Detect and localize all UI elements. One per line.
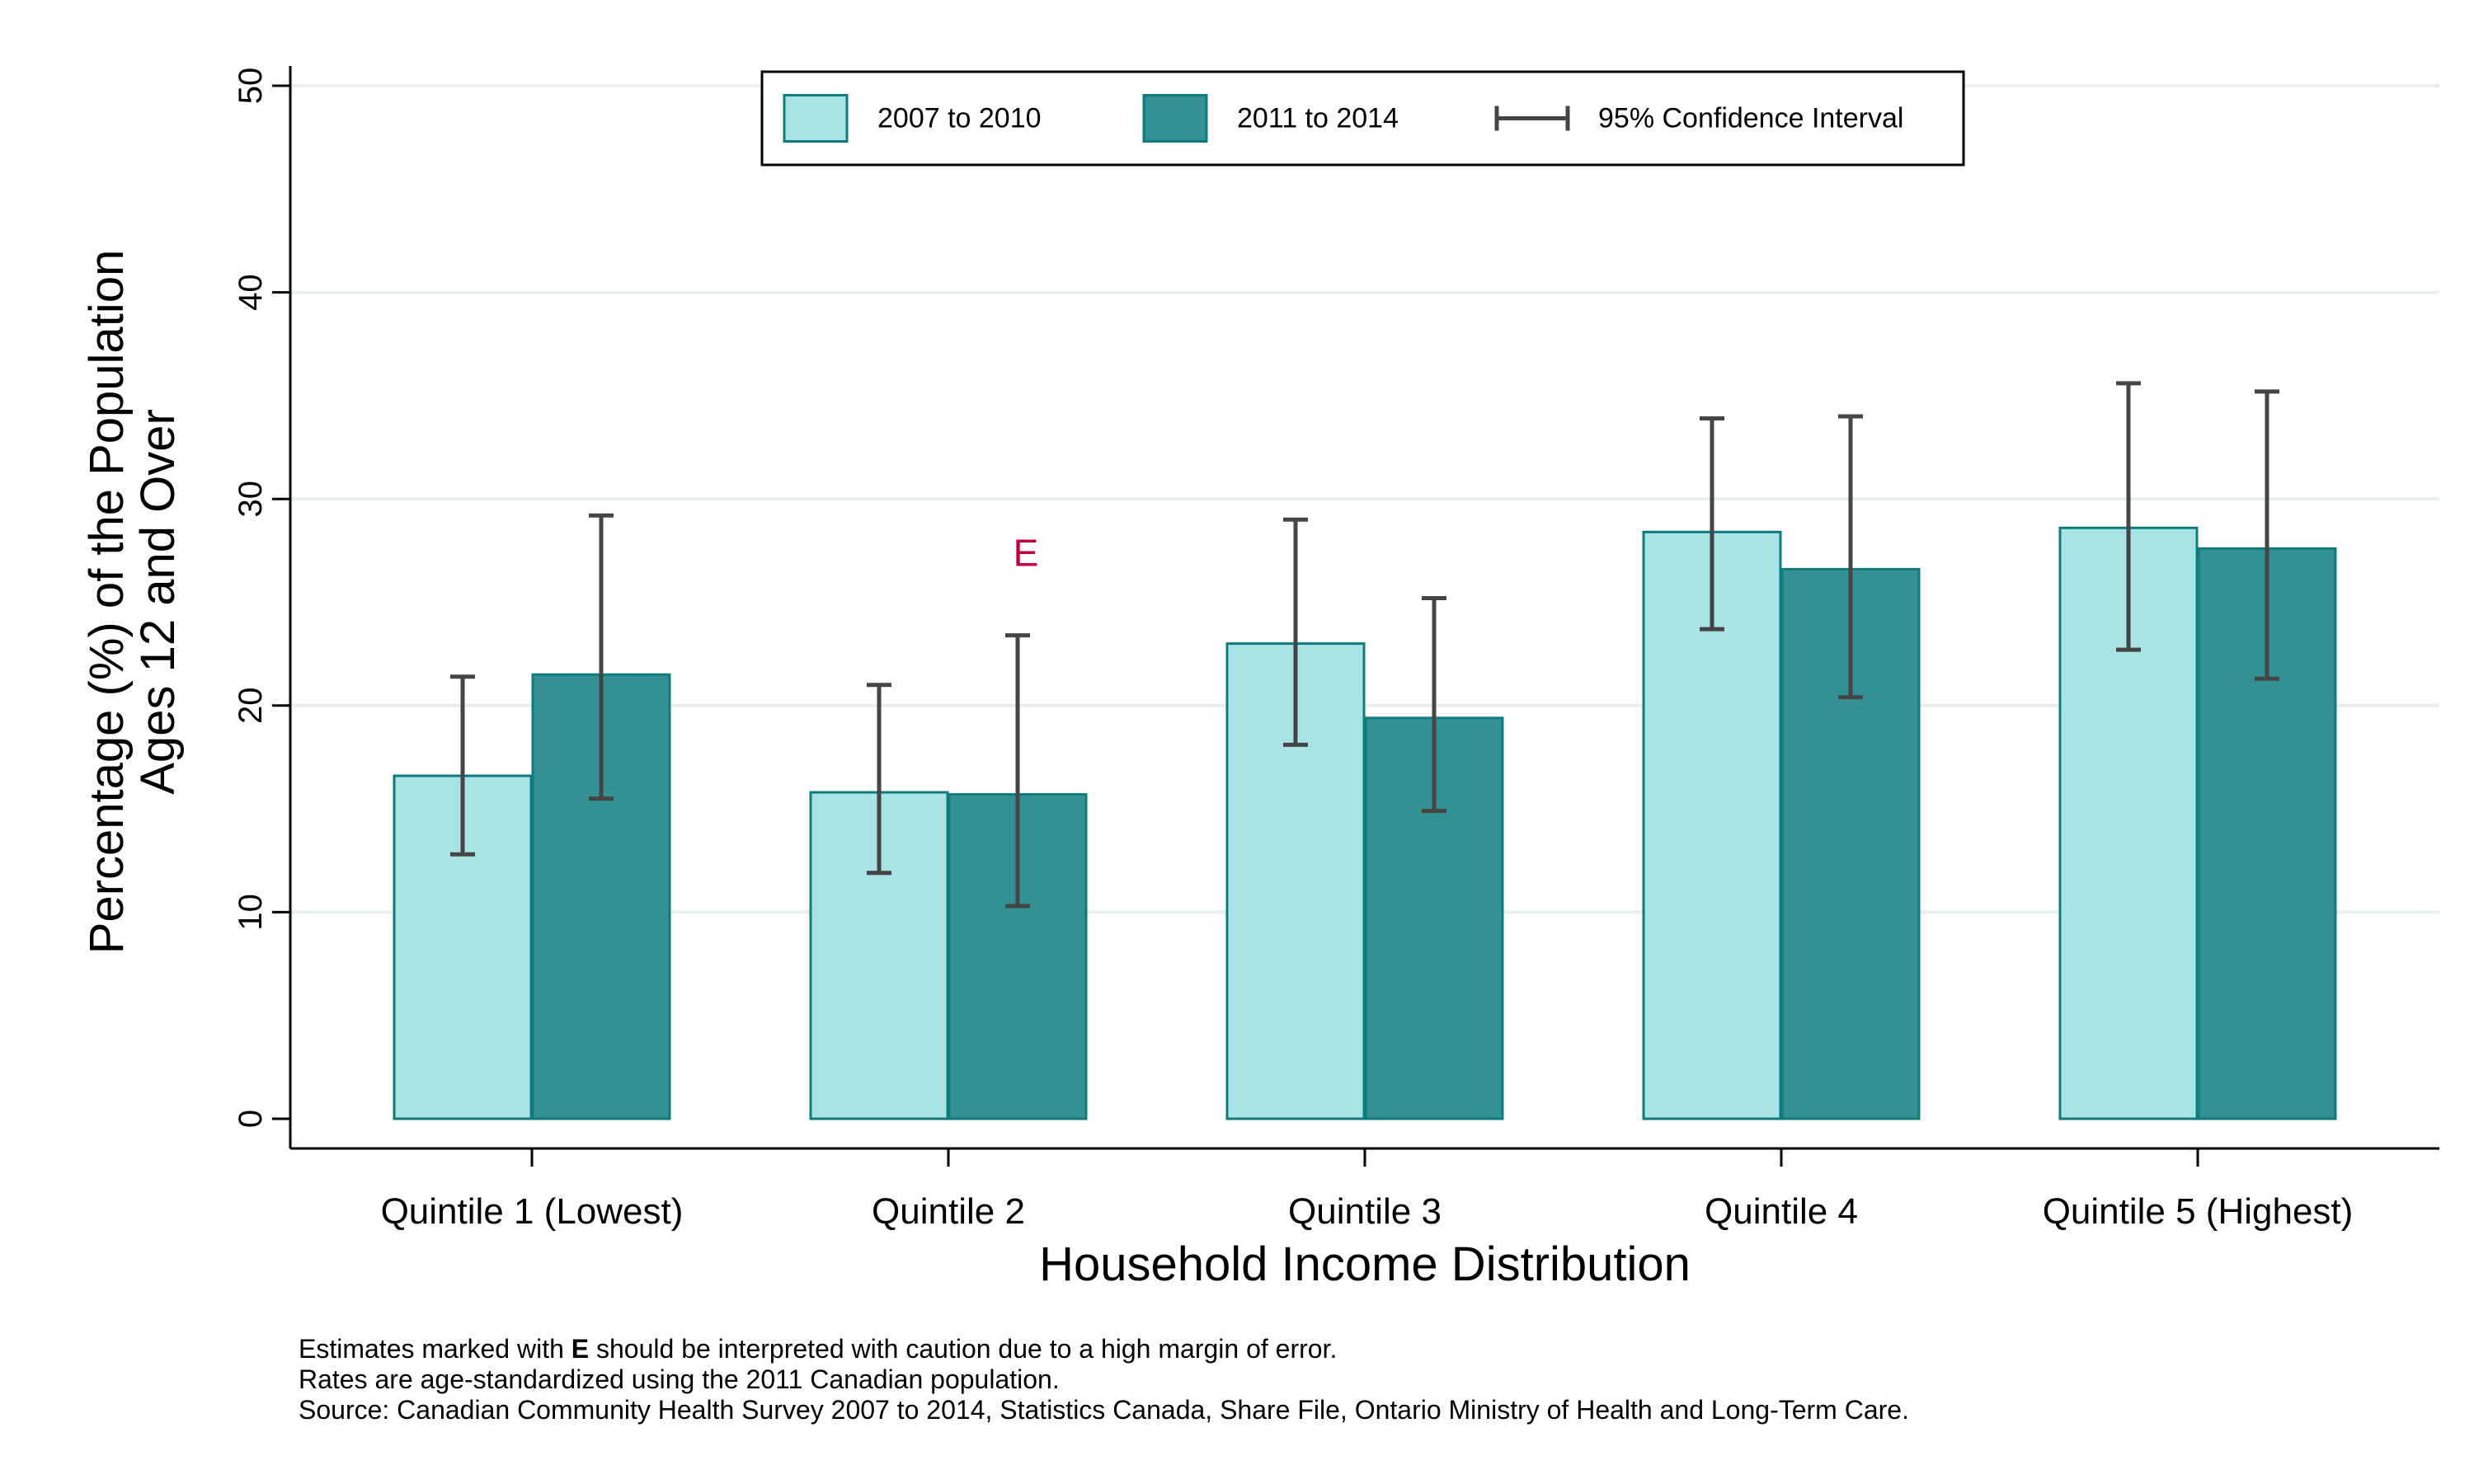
y-axis-title-line: Ages 12 and Over bbox=[131, 409, 185, 795]
y-axis-title-line: Percentage (%) of the Population bbox=[80, 250, 134, 954]
bars bbox=[393, 526, 2337, 1120]
footnote-caution-flag: E bbox=[571, 1334, 590, 1364]
legend-label: 2011 to 2014 bbox=[1237, 103, 1399, 134]
error-bars bbox=[450, 381, 2279, 909]
legend: 2007 to 2010 2011 to 2014 95% Confidence I… bbox=[760, 70, 1965, 167]
estimate-flag: E bbox=[1014, 532, 1039, 575]
x-tick-label: Quintile 3 bbox=[1288, 1191, 1442, 1232]
estimate-flags: E bbox=[1014, 532, 1039, 575]
footnotes: Estimates marked with E should be interp… bbox=[299, 1334, 2360, 1425]
x-tick-label: Quintile 4 bbox=[1705, 1191, 1858, 1232]
y-tick-label: 0 bbox=[233, 1110, 269, 1128]
axes bbox=[272, 66, 2439, 1167]
bar bbox=[531, 673, 671, 1120]
y-tick-label: 10 bbox=[233, 894, 269, 931]
legend-label: 2007 to 2010 bbox=[877, 103, 1042, 134]
y-tick-label: 20 bbox=[233, 688, 269, 725]
legend-swatch bbox=[1142, 94, 1208, 143]
x-tick-label: Quintile 5 (Highest) bbox=[2043, 1191, 2354, 1232]
x-axis-title: Household Income Distribution bbox=[1039, 1237, 1691, 1291]
footnote-caution-post: should be interpreted with caution due t… bbox=[589, 1334, 1338, 1364]
footnote-age-standardized: Rates are age-standardized using the 201… bbox=[299, 1364, 1060, 1394]
y-tick-label: 30 bbox=[233, 481, 269, 518]
x-tick-label: Quintile 1 (Lowest) bbox=[381, 1191, 684, 1232]
axis-labels: 0 10 20 30 40 50 Quintile 1 (Lowest) Quintile 2… bbox=[80, 68, 2353, 1291]
y-tick-label: 50 bbox=[233, 68, 269, 105]
footnote-caution-pre: Estimates marked with bbox=[299, 1334, 571, 1364]
legend-swatch bbox=[783, 94, 849, 143]
legend-box bbox=[760, 70, 1965, 167]
legend-label: 95% Confidence Interval bbox=[1598, 103, 1903, 134]
footnote-source: Source: Canadian Community Health Survey… bbox=[299, 1395, 1909, 1425]
footnote-caution: Estimates marked with E should be interp… bbox=[299, 1334, 2360, 1364]
y-tick-label: 40 bbox=[233, 274, 269, 311]
x-tick-label: Quintile 2 bbox=[872, 1191, 1025, 1232]
